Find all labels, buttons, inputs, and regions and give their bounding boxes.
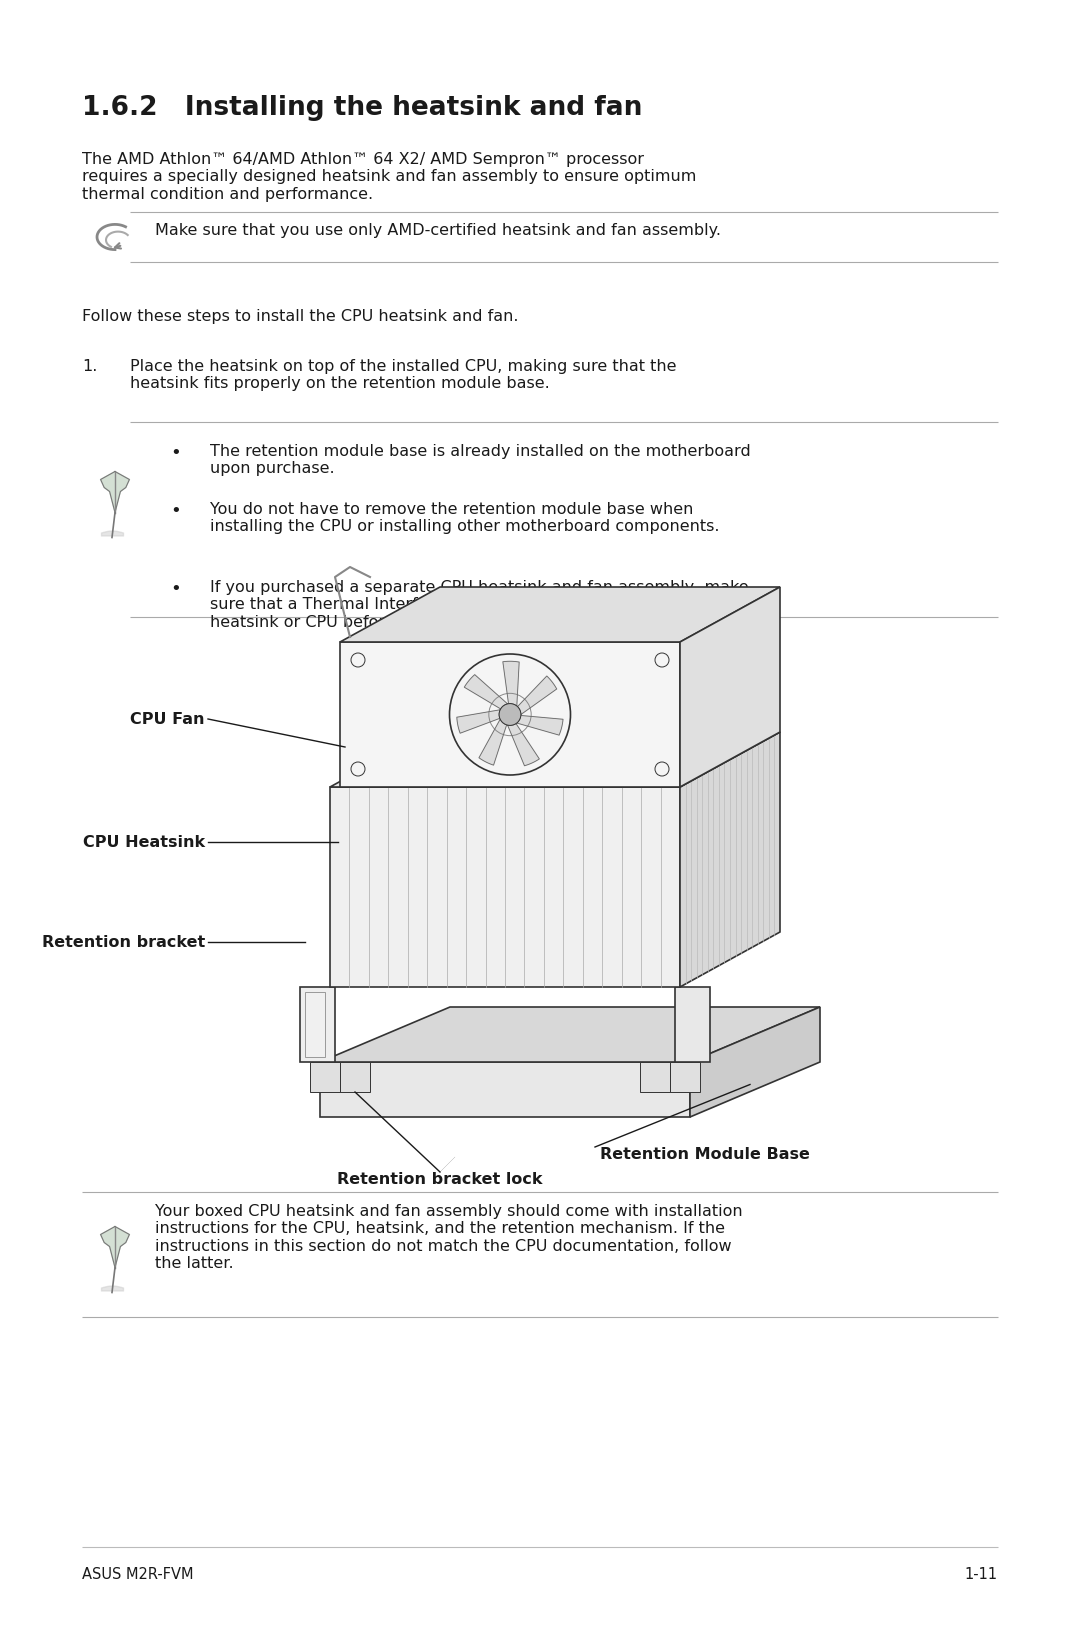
Text: Follow these steps to install the CPU heatsink and fan.: Follow these steps to install the CPU he… [82, 309, 518, 324]
Text: The retention module base is already installed on the motherboard
upon purchase.: The retention module base is already ins… [210, 444, 751, 477]
Text: •: • [170, 579, 180, 599]
Polygon shape [478, 719, 507, 765]
Polygon shape [300, 988, 335, 1062]
Text: If you purchased a separate CPU heatsink and fan assembly, make
sure that a Ther: If you purchased a separate CPU heatsink… [210, 579, 761, 630]
Text: 1.: 1. [82, 360, 97, 374]
Polygon shape [330, 787, 680, 988]
Polygon shape [464, 675, 508, 709]
Text: CPU Heatsink: CPU Heatsink [83, 835, 205, 849]
Polygon shape [100, 1227, 130, 1267]
Polygon shape [330, 732, 780, 787]
Polygon shape [690, 1007, 820, 1118]
Text: Place the heatsink on top of the installed CPU, making sure that the
heatsink fi: Place the heatsink on top of the install… [130, 360, 676, 392]
Text: Retention Module Base: Retention Module Base [600, 1147, 810, 1162]
Polygon shape [517, 675, 556, 714]
Text: The AMD Athlon™ 64/AMD Athlon™ 64 X2/ AMD Sempron™ processor
requires a speciall: The AMD Athlon™ 64/AMD Athlon™ 64 X2/ AM… [82, 151, 697, 202]
Polygon shape [305, 992, 325, 1058]
Text: •: • [170, 503, 180, 521]
Polygon shape [680, 732, 780, 988]
Polygon shape [517, 716, 563, 735]
Text: Make sure that you use only AMD-certified heatsink and fan assembly.: Make sure that you use only AMD-certifie… [156, 223, 721, 238]
Polygon shape [320, 1062, 690, 1118]
Polygon shape [100, 472, 130, 513]
Polygon shape [320, 1007, 820, 1062]
Polygon shape [503, 661, 519, 706]
Text: •: • [170, 444, 180, 462]
Polygon shape [340, 587, 780, 643]
Polygon shape [680, 587, 780, 787]
Text: ASUS M2R-FVM: ASUS M2R-FVM [82, 1567, 193, 1581]
Polygon shape [640, 1062, 670, 1092]
Text: You do not have to remove the retention module base when
installing the CPU or i: You do not have to remove the retention … [210, 503, 719, 534]
Text: Your boxed CPU heatsink and fan assembly should come with installation
instructi: Your boxed CPU heatsink and fan assembly… [156, 1204, 743, 1271]
Polygon shape [310, 1062, 340, 1092]
Polygon shape [340, 1062, 370, 1092]
Polygon shape [508, 724, 539, 766]
Text: CPU Fan: CPU Fan [131, 711, 205, 727]
Text: 1-11: 1-11 [964, 1567, 998, 1581]
Polygon shape [675, 988, 710, 1062]
Text: Retention bracket: Retention bracket [42, 934, 205, 950]
Polygon shape [457, 709, 500, 734]
Polygon shape [670, 1062, 700, 1092]
Text: 1.6.2   Installing the heatsink and fan: 1.6.2 Installing the heatsink and fan [82, 94, 643, 120]
Polygon shape [340, 643, 680, 787]
Text: Retention bracket lock: Retention bracket lock [337, 1171, 543, 1188]
Circle shape [499, 703, 521, 726]
